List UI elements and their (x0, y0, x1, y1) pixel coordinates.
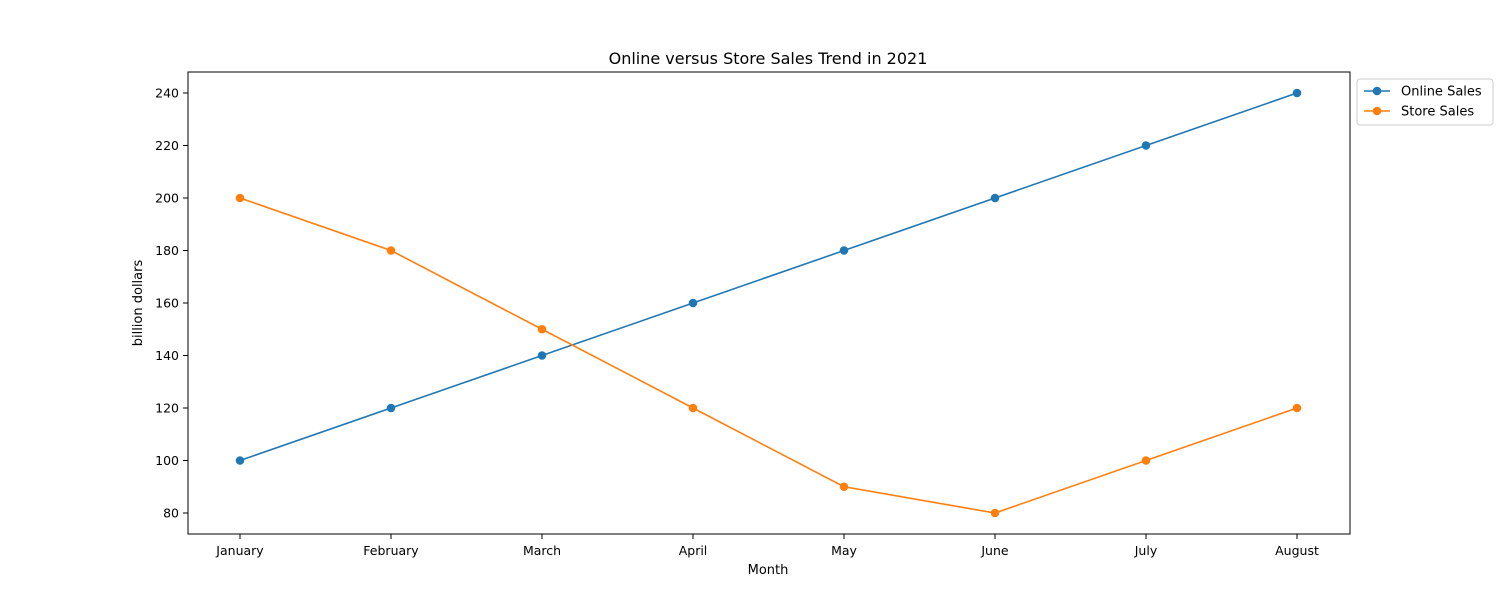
plot-area (187, 71, 1351, 535)
x-tick-label: August (1275, 543, 1319, 558)
series-layer (235, 88, 1302, 518)
y-tick-label: 80 (163, 506, 179, 521)
x-axis: January February March April May June July Augu… (215, 534, 1319, 558)
plot-frame (187, 71, 1351, 535)
legend-label-online-sales: Online Sales (1401, 85, 1482, 100)
y-axis: 80 100 120 140 160 180 200 220 240 (155, 86, 188, 521)
x-tick-label: June (980, 543, 1009, 558)
y-tick-label: 100 (155, 453, 179, 468)
data-point-online-sales (990, 193, 1000, 203)
x-tick-label: April (679, 543, 708, 558)
data-point-online-sales (537, 351, 547, 360)
x-axis-label: Month (748, 563, 789, 578)
data-point-store-sales (1292, 403, 1302, 413)
x-tick-label: May (831, 543, 857, 558)
x-tick-label: July (1134, 543, 1158, 558)
y-axis-label: billion dollars (131, 260, 146, 347)
legend: Online Sales Store Sales (1356, 78, 1494, 126)
y-tick-label: 160 (155, 296, 179, 311)
x-tick-label: January (215, 543, 264, 558)
x-tick-label: March (523, 543, 561, 558)
data-point-store-sales (990, 508, 1000, 518)
data-point-online-sales (839, 246, 849, 255)
data-point-online-sales (235, 456, 245, 465)
series-line-store-sales (239, 197, 1298, 514)
data-point-online-sales (1292, 88, 1302, 98)
data-point-store-sales (1141, 456, 1151, 465)
data-point-online-sales (1141, 141, 1151, 150)
data-point-store-sales (386, 246, 396, 255)
x-tick-label: February (363, 543, 419, 558)
series-line-online-sales (239, 92, 1298, 462)
y-tick-label: 120 (155, 401, 179, 416)
data-point-store-sales (839, 482, 849, 492)
y-tick-label: 240 (155, 86, 179, 101)
y-tick-label: 220 (155, 138, 179, 153)
data-point-online-sales (386, 403, 396, 413)
legend-marker-online-sales (1372, 86, 1382, 96)
legend-frame (1356, 78, 1494, 126)
legend-label-store-sales: Store Sales (1401, 105, 1474, 120)
y-tick-label: 180 (155, 243, 179, 258)
y-tick-label: 140 (155, 348, 179, 363)
data-point-store-sales (537, 324, 547, 334)
data-point-store-sales (688, 403, 698, 413)
chart-title: Online versus Store Sales Trend in 2021 (609, 49, 928, 68)
data-point-online-sales (688, 298, 698, 308)
data-point-store-sales (235, 193, 245, 203)
legend-marker-store-sales (1372, 106, 1382, 116)
y-tick-label: 200 (155, 191, 179, 206)
